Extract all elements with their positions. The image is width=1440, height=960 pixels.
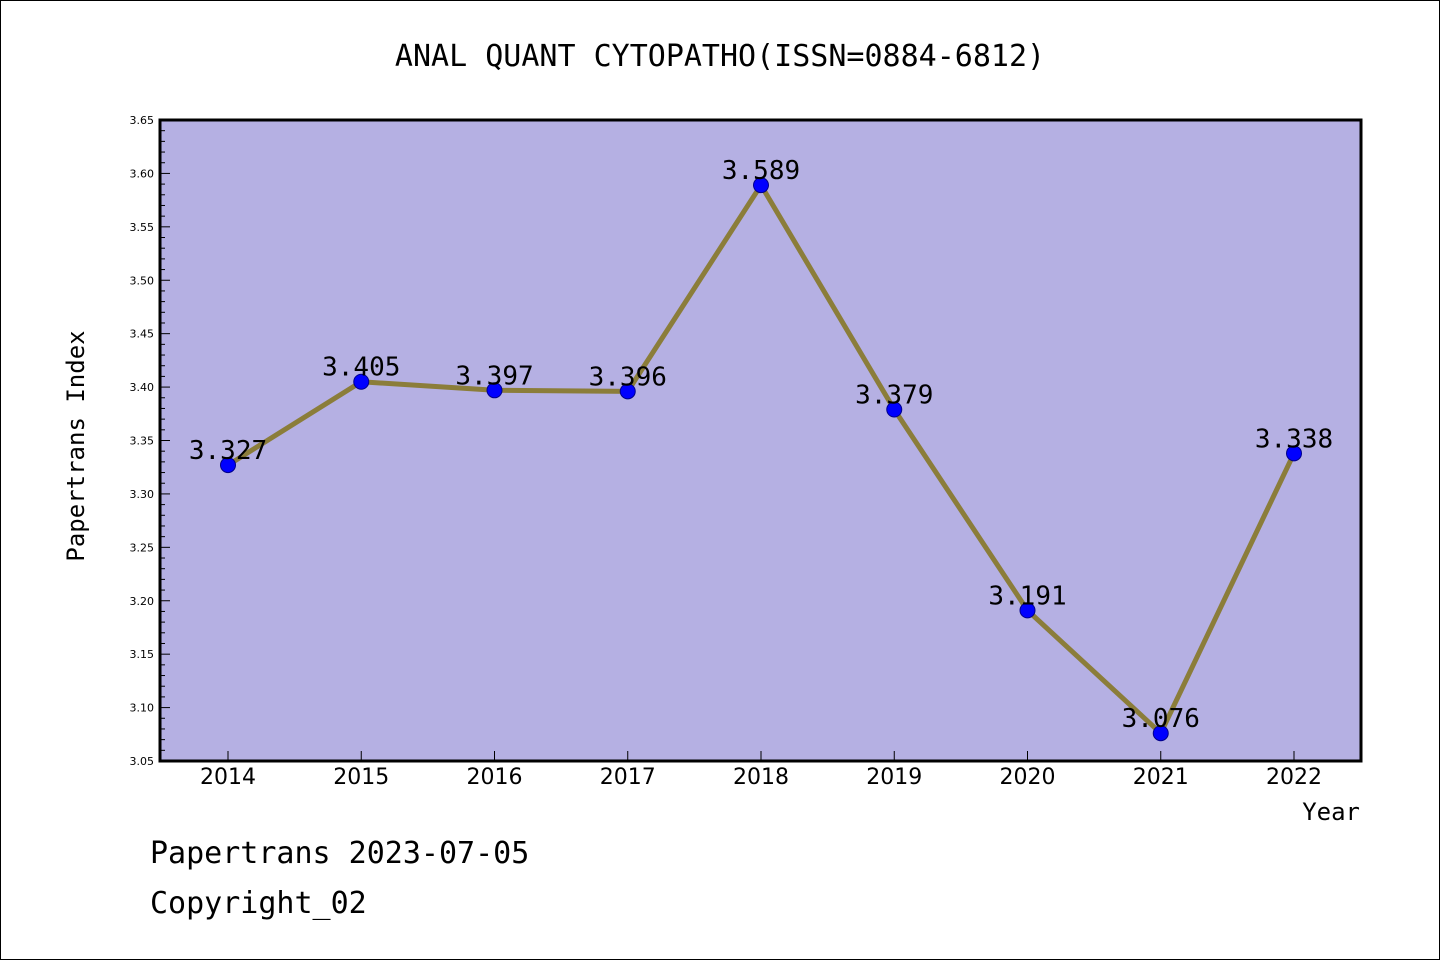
chart-title: ANAL QUANT CYTOPATHO(ISSN=0884-6812) xyxy=(395,39,1045,74)
y-tick-label: 3.55 xyxy=(130,221,155,234)
x-axis-label: Year xyxy=(1302,798,1360,826)
y-tick-label: 3.40 xyxy=(130,381,155,394)
data-label: 3.379 xyxy=(855,381,933,411)
y-axis-label: Papertrans Index xyxy=(62,330,90,561)
data-label: 3.076 xyxy=(1122,704,1200,734)
y-tick-label: 3.35 xyxy=(130,435,155,448)
x-tick-label: 2016 xyxy=(467,765,523,790)
data-point xyxy=(1019,602,1036,619)
y-tick-label: 3.60 xyxy=(130,167,155,180)
y-tick-label: 3.65 xyxy=(130,114,155,127)
data-label: 3.396 xyxy=(589,362,667,392)
x-tick-label: 2015 xyxy=(333,765,389,790)
x-tick-label: 2018 xyxy=(733,765,789,790)
y-tick-label: 3.30 xyxy=(130,488,155,501)
x-tick-label: 2020 xyxy=(1000,765,1056,790)
x-tick-label: 2014 xyxy=(200,765,256,790)
data-point xyxy=(1152,725,1169,742)
x-tick-label: 2019 xyxy=(866,765,922,790)
data-label: 3.327 xyxy=(189,436,267,466)
y-tick-label: 3.50 xyxy=(130,274,155,287)
plot-area xyxy=(158,118,1363,763)
y-tick-label: 3.15 xyxy=(130,648,155,661)
y-tick-label: 3.45 xyxy=(130,328,155,341)
x-tick-label: 2022 xyxy=(1266,765,1322,790)
data-label: 3.397 xyxy=(455,361,533,391)
x-tick-label: 2021 xyxy=(1133,765,1189,790)
data-point xyxy=(353,373,370,390)
y-tick-label: 3.10 xyxy=(130,702,155,715)
data-label: 3.191 xyxy=(988,581,1066,611)
y-tick-label: 3.05 xyxy=(130,755,155,768)
data-label: 3.589 xyxy=(722,156,800,186)
data-label: 3.338 xyxy=(1255,424,1333,454)
x-tick-label: 2017 xyxy=(600,765,656,790)
data-point xyxy=(220,457,236,474)
data-label: 3.405 xyxy=(322,353,400,383)
data-point xyxy=(886,401,903,418)
footer-copyright-text: Copyright_02 xyxy=(150,886,367,921)
data-labels: 3.327 3.405 3.397 3.396 3.589 3.379 3.191 3.076… xyxy=(189,156,1333,734)
data-point xyxy=(486,382,503,399)
data-point xyxy=(619,383,636,400)
data-point xyxy=(1286,445,1302,462)
x-axis: 2014 2015 2016 2017 2018 2019 2020 2021 2022 xyxy=(200,751,1322,790)
series xyxy=(220,177,1302,742)
y-tick-label: 3.25 xyxy=(130,541,155,554)
y-tick-label: 3.20 xyxy=(130,595,155,608)
y-axis: 3.05 3.10 3.15 3.20 3.25 3.30 3.35 3.40 3.45 3.50… xyxy=(130,114,170,768)
data-point xyxy=(753,177,769,194)
footer-date-text: Papertrans 2023-07-05 xyxy=(150,836,530,871)
